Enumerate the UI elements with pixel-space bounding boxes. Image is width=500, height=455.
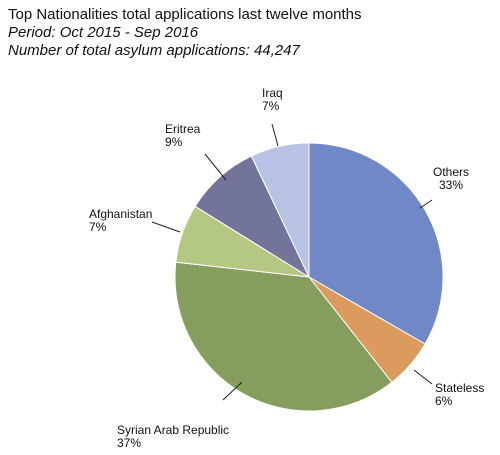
leader-line-stateless [413, 369, 433, 385]
pie-slice-iraq [250, 142, 310, 278]
leader-line-afghanistan [151, 221, 181, 233]
slice-label-afghanistan: Afghanistan [89, 207, 152, 221]
leader-line-iraq [271, 123, 279, 147]
slice-percent-afghanistan: 7% [89, 220, 107, 234]
pie-slice-syrian-arab-republic [174, 261, 393, 412]
slice-percent-eritrea: 9% [165, 135, 183, 149]
leader-line-eritrea [204, 153, 227, 181]
chart-period: Period: Oct 2015 - Sep 2016 [8, 24, 199, 41]
slice-label-others: Others [433, 165, 469, 179]
chart-total-applications: Number of total asylum applications: 44,… [8, 42, 300, 59]
slice-percent-stateless: 6% [435, 394, 453, 408]
chart-title: Top Nationalities total applications las… [8, 6, 362, 23]
leader-line-syrian-arab-republic [222, 381, 243, 401]
slice-percent-syrian-arab-republic: 37% [117, 436, 141, 450]
leader-line-others [419, 199, 433, 209]
slice-percent-others: 33% [439, 178, 463, 192]
slice-label-eritrea: Eritrea [165, 122, 201, 136]
slice-label-stateless: Stateless [435, 381, 484, 395]
slice-label-iraq: Iraq [262, 86, 283, 100]
slice-percent-iraq: 7% [262, 99, 280, 113]
slice-label-syrian-arab-republic: Syrian Arab Republic [117, 423, 229, 437]
chart-header: Top Nationalities total applications las… [8, 6, 492, 60]
pie-slice-others [308, 142, 444, 345]
